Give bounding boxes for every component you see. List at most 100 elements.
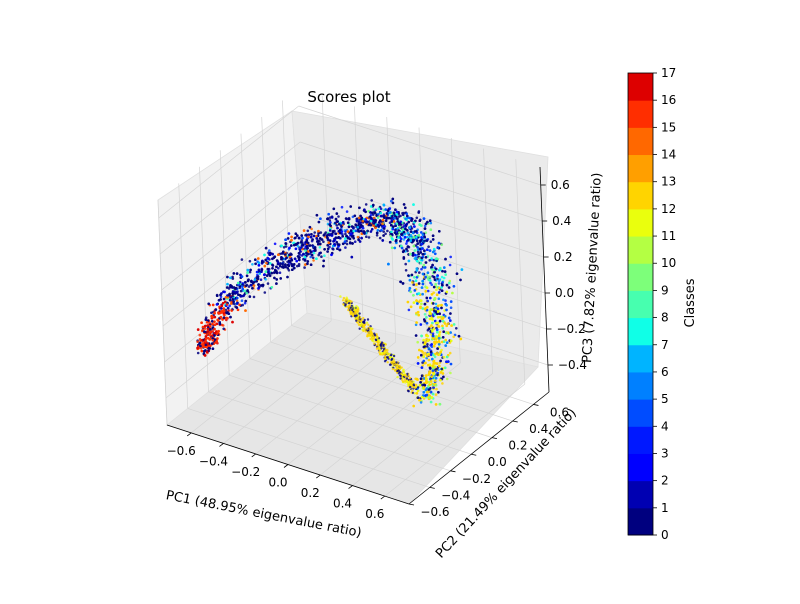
point [425, 356, 429, 360]
point [435, 293, 439, 297]
point [315, 257, 318, 261]
point [416, 389, 420, 393]
point [377, 213, 380, 216]
point [429, 308, 433, 311]
point [443, 270, 447, 273]
point [415, 230, 418, 233]
point [402, 231, 406, 234]
point [349, 229, 353, 232]
point [295, 243, 298, 246]
point [224, 300, 227, 304]
point [432, 327, 436, 331]
point [246, 279, 250, 283]
point [410, 219, 413, 222]
point [362, 317, 365, 320]
point [353, 240, 357, 243]
point [312, 259, 315, 262]
point [278, 271, 282, 275]
point [375, 231, 379, 235]
point [390, 353, 393, 356]
point [235, 299, 239, 303]
point [426, 220, 429, 224]
point [211, 338, 215, 342]
point [338, 222, 341, 226]
point [423, 224, 427, 228]
point [368, 215, 372, 219]
point [429, 380, 433, 383]
point [428, 312, 432, 316]
point [211, 342, 214, 345]
point [384, 343, 387, 346]
point [425, 338, 428, 341]
point [417, 282, 421, 285]
point [379, 207, 383, 211]
point [264, 246, 268, 250]
point [298, 236, 301, 240]
point [429, 367, 432, 370]
point [384, 232, 387, 236]
point [268, 262, 272, 265]
point [395, 238, 398, 242]
point [431, 318, 434, 321]
point [360, 229, 363, 233]
point [380, 229, 383, 232]
colorbar-segment-9 [628, 263, 653, 291]
point [429, 350, 433, 354]
point [318, 246, 322, 249]
point [402, 203, 406, 206]
point [196, 346, 199, 350]
point [223, 290, 226, 294]
chart-title: Scores plot [307, 88, 390, 106]
point [420, 224, 423, 227]
point [306, 246, 309, 250]
point [370, 199, 374, 202]
colorbar-tick-label-7: 7 [661, 338, 669, 352]
point [428, 275, 432, 279]
point [435, 288, 438, 292]
colorbar-frame [627, 72, 654, 536]
point [378, 236, 382, 240]
point [229, 315, 232, 319]
grid-y-left-6 [282, 100, 292, 326]
point [219, 298, 222, 301]
point [309, 235, 313, 239]
point [396, 367, 400, 370]
point [222, 327, 225, 331]
grid-z-left-5 [158, 105, 299, 219]
point [459, 278, 462, 282]
point [392, 211, 396, 215]
colorbar-tick-label-15: 15 [661, 120, 676, 134]
grid-z-back-5 [298, 105, 541, 186]
colorbar-segment-2 [628, 453, 653, 482]
y-tick-5 [512, 420, 518, 423]
point [328, 229, 332, 232]
point [200, 339, 204, 342]
point [378, 219, 382, 222]
point [282, 266, 285, 269]
point [318, 237, 322, 240]
point [330, 216, 334, 219]
point [341, 235, 345, 238]
point [417, 313, 421, 317]
point [214, 308, 218, 311]
point [236, 301, 239, 305]
point [379, 214, 383, 218]
grid-z-left-3 [161, 177, 302, 291]
point [455, 272, 459, 276]
point [369, 330, 372, 333]
point [424, 341, 427, 345]
point [408, 216, 412, 220]
point [331, 230, 335, 234]
point [330, 253, 333, 257]
point [394, 224, 397, 227]
point [409, 305, 413, 309]
point [423, 313, 427, 316]
point [369, 205, 373, 208]
point [423, 249, 426, 252]
point [290, 253, 293, 256]
point [232, 300, 235, 304]
point [263, 264, 267, 268]
point [417, 300, 421, 304]
point [406, 300, 410, 304]
point [298, 258, 301, 262]
